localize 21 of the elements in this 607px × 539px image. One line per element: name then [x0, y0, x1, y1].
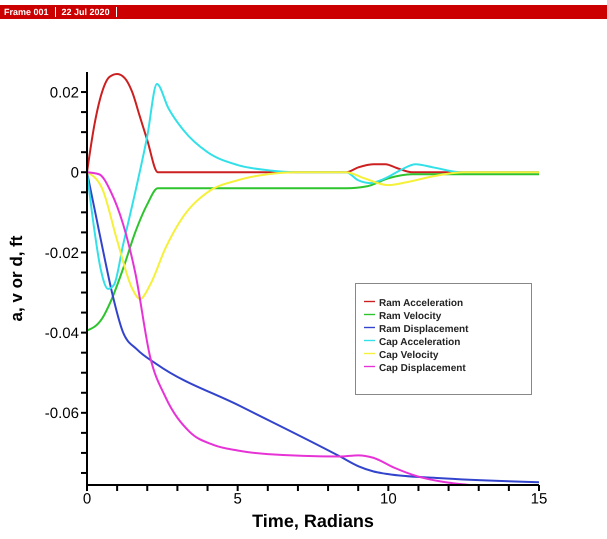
- y-tick-label: -0.04: [44, 324, 79, 342]
- legend-label: Ram Velocity: [379, 311, 442, 322]
- x-tick-label: 0: [82, 490, 92, 508]
- x-tick-label: 15: [530, 490, 548, 508]
- y-tick-label: 0.02: [50, 84, 79, 102]
- text: 22 Jul 2020: [62, 7, 117, 17]
- legend-label: Ram Acceleration: [379, 298, 464, 309]
- y-tick-label: 0: [70, 164, 79, 182]
- y-axis-title: a, v or d, ft: [7, 235, 26, 322]
- x-tick-label: 10: [380, 490, 397, 508]
- x-axis-title: Time, Radians: [252, 511, 374, 531]
- legend-label: Cap Velocity: [379, 350, 438, 361]
- y-tick-label: -0.06: [44, 405, 79, 422]
- legend-label: Cap Displacement: [379, 363, 466, 374]
- line-series: [87, 171, 539, 300]
- line-series: [87, 171, 539, 484]
- y-tick-label: -0.02: [44, 244, 79, 262]
- x-tick-label: 5: [233, 490, 242, 508]
- legend-label: Cap Acceleration: [379, 337, 460, 348]
- text: Frame 001: [4, 7, 56, 17]
- legend-label: Ram Displacement: [379, 324, 468, 335]
